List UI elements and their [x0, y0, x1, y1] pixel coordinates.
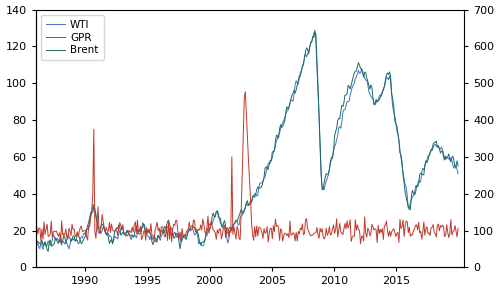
GPR	[414, 228, 420, 232]
GPR	[343, 227, 349, 231]
GPR	[242, 90, 248, 93]
WTI	[332, 145, 338, 148]
GPR	[32, 227, 38, 231]
WTI	[344, 100, 350, 103]
GPR	[268, 227, 274, 230]
Brent	[312, 30, 318, 34]
WTI	[312, 28, 318, 32]
Brent	[160, 232, 166, 235]
Brent	[32, 242, 38, 246]
WTI	[414, 183, 420, 187]
Line: Brent: Brent	[36, 32, 458, 251]
WTI	[40, 248, 46, 251]
Brent	[332, 134, 338, 138]
Brent	[175, 233, 181, 236]
WTI	[175, 234, 181, 238]
WTI	[160, 229, 166, 232]
WTI	[32, 248, 38, 251]
Line: WTI: WTI	[36, 30, 458, 250]
Brent	[268, 159, 274, 163]
Brent	[455, 164, 461, 168]
WTI	[455, 172, 461, 175]
GPR	[358, 242, 364, 246]
GPR	[455, 227, 461, 230]
GPR	[160, 225, 166, 228]
WTI	[268, 158, 274, 162]
GPR	[330, 223, 336, 227]
GPR	[174, 219, 180, 222]
Legend: WTI, GPR, Brent: WTI, GPR, Brent	[41, 15, 104, 60]
Brent	[344, 92, 350, 96]
Brent	[414, 185, 420, 188]
Brent	[45, 250, 51, 253]
Line: GPR: GPR	[36, 92, 458, 244]
